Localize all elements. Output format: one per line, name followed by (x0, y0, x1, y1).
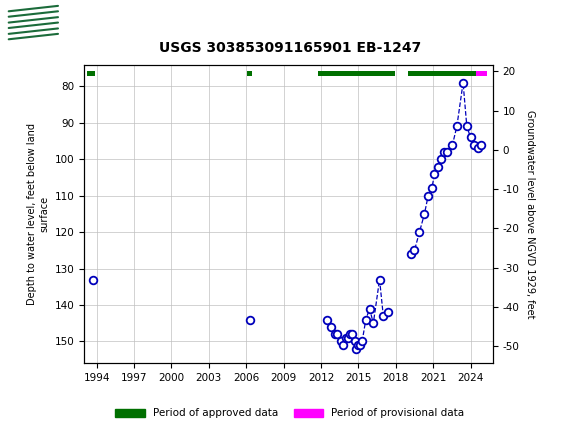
Text: USGS 303853091165901 EB-1247: USGS 303853091165901 EB-1247 (159, 41, 421, 55)
Bar (5, 3, 63, 42)
Bar (318, 71, 394, 77)
Y-axis label: Groundwater level above NGVD 1929, feet: Groundwater level above NGVD 1929, feet (525, 110, 535, 318)
Bar (476, 71, 487, 77)
Y-axis label: Depth to water level, feet below land
surface: Depth to water level, feet below land su… (27, 123, 49, 305)
Bar (248, 71, 252, 77)
Legend: Period of approved data, Period of provisional data: Period of approved data, Period of provi… (111, 404, 469, 423)
Bar (86, 71, 95, 77)
Bar (408, 71, 476, 77)
Text: USGS: USGS (67, 12, 122, 31)
